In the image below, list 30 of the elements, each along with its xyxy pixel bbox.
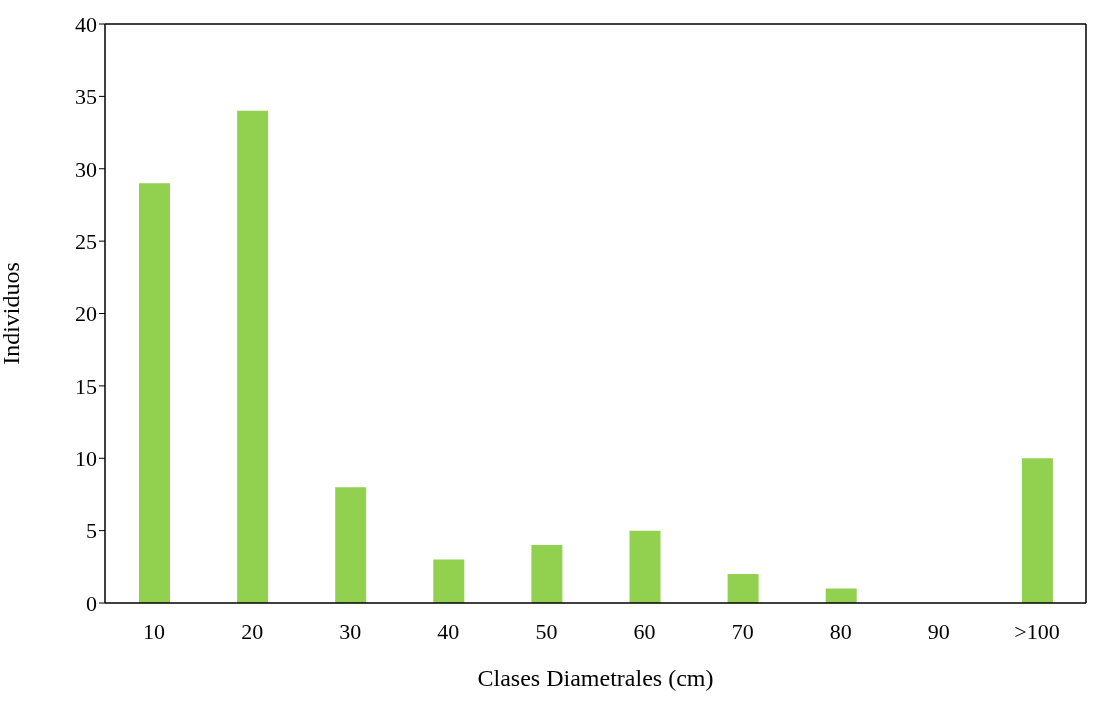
y-tick-label: 20 [75, 301, 97, 327]
bar [335, 487, 367, 603]
bar [237, 110, 269, 603]
x-tick-label: 50 [535, 618, 558, 644]
bar [629, 530, 661, 603]
y-tick-label: 30 [75, 156, 97, 182]
bar [531, 545, 563, 603]
y-tick-label: 0 [86, 590, 97, 616]
x-tick-label: 60 [633, 618, 656, 644]
y-tick-label: 40 [75, 11, 97, 37]
bar [1021, 458, 1053, 603]
x-tick-label: >100 [1014, 618, 1060, 644]
y-tick-label: 15 [75, 373, 97, 399]
x-tick-label: 80 [829, 618, 852, 644]
y-tick-label: 25 [75, 228, 97, 254]
x-tick-label: 40 [437, 618, 460, 644]
bar [825, 588, 857, 603]
bar [433, 559, 465, 603]
x-tick-label: 20 [241, 618, 264, 644]
y-tick-label: 10 [75, 446, 97, 472]
bar [139, 183, 170, 603]
x-tick-label: 90 [927, 618, 950, 644]
y-axis-title: Individuos [0, 262, 24, 365]
x-tick-label: 30 [339, 618, 362, 644]
x-axis-title: Clases Diametrales (cm) [477, 665, 714, 691]
x-tick-label: 70 [731, 618, 754, 644]
y-tick-label: 5 [86, 518, 97, 544]
x-tick-label: 10 [143, 618, 166, 644]
y-tick-label: 35 [75, 84, 97, 110]
bar [727, 574, 759, 603]
